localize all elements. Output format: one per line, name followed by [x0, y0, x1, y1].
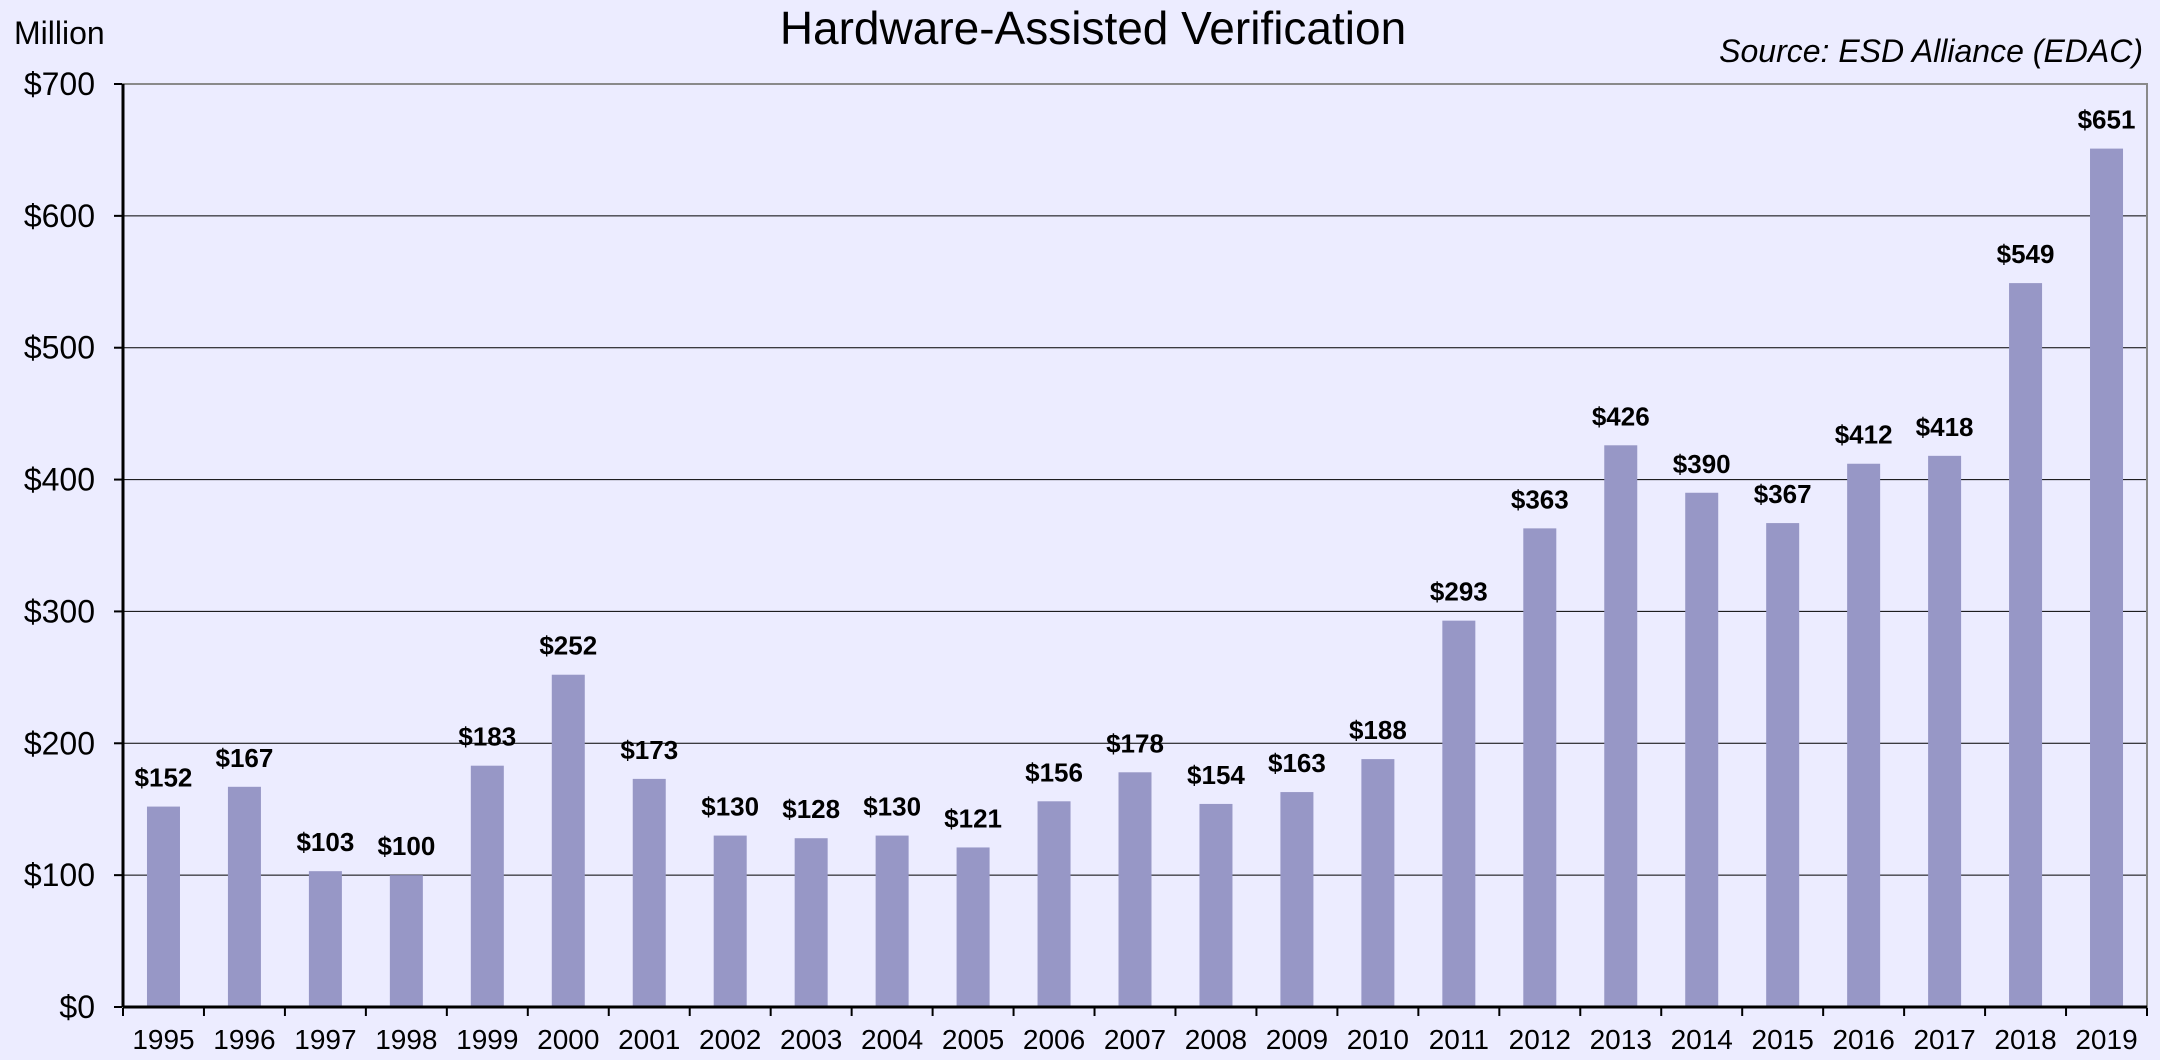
x-tick-label: 2003: [780, 1024, 842, 1055]
x-tick-label: 2002: [699, 1024, 761, 1055]
data-label: $367: [1754, 479, 1812, 509]
bar: [2009, 283, 2043, 1008]
x-tick-label: 2006: [1023, 1024, 1085, 1055]
data-label: $100: [377, 831, 435, 861]
data-label: $188: [1349, 715, 1407, 745]
bar: [713, 835, 747, 1007]
bar: [146, 806, 180, 1007]
bar: [470, 765, 504, 1007]
bar: [1604, 445, 1638, 1007]
bar: [1199, 803, 1233, 1007]
y-tick-label: $400: [24, 462, 95, 498]
x-tick-label: 2019: [2075, 1024, 2137, 1055]
bar: [1523, 528, 1557, 1007]
data-label: $426: [1592, 401, 1650, 431]
data-label: $156: [1025, 757, 1083, 787]
bar: [389, 875, 423, 1007]
y-tick-label: $700: [24, 66, 95, 102]
x-tick-label: 2009: [1266, 1024, 1328, 1055]
bar: [1928, 455, 1962, 1007]
x-tick-label: 2014: [1671, 1024, 1733, 1055]
x-tick-label: 2015: [1752, 1024, 1814, 1055]
x-tick-label: 2004: [861, 1024, 923, 1055]
data-label: $154: [1187, 760, 1245, 790]
data-label: $130: [701, 792, 759, 822]
y-tick-label: $0: [59, 989, 95, 1025]
x-tick-label: 2005: [942, 1024, 1004, 1055]
x-tick-label: 2011: [1429, 1024, 1489, 1055]
y-tick-label: $500: [24, 330, 95, 366]
x-tick-label: 1995: [132, 1024, 194, 1055]
data-label: $252: [539, 631, 597, 661]
data-label: $293: [1430, 577, 1488, 607]
bar: [794, 838, 828, 1007]
chart-title: Hardware-Assisted Verification: [780, 2, 1406, 54]
y-tick-label: $100: [24, 857, 95, 893]
data-label: $128: [782, 794, 840, 824]
bar: [227, 786, 261, 1007]
bar: [308, 871, 342, 1007]
data-label: $130: [863, 792, 921, 822]
x-tick-label: 2016: [1832, 1024, 1894, 1055]
x-tick-label: 1997: [294, 1024, 356, 1055]
y-tick-label: $300: [24, 593, 95, 629]
x-tick-label: 2000: [537, 1024, 599, 1055]
bar: [1361, 759, 1395, 1007]
bar: [956, 847, 990, 1007]
data-label: $103: [296, 827, 354, 857]
bar: [1037, 801, 1071, 1007]
data-label: $418: [1916, 412, 1974, 442]
y-unit-label: Million: [14, 15, 105, 51]
bar: [1118, 772, 1152, 1007]
bar: [551, 674, 585, 1007]
bar: [1280, 792, 1314, 1007]
data-label: $363: [1511, 484, 1569, 514]
bar: [2090, 148, 2124, 1008]
data-label: $651: [2078, 105, 2136, 135]
bar: [1442, 620, 1476, 1007]
bar: [1685, 492, 1719, 1007]
x-tick-label: 2007: [1104, 1024, 1166, 1055]
x-tick-label: 1996: [213, 1024, 275, 1055]
bars: [146, 148, 2124, 1008]
data-label: $412: [1835, 420, 1893, 450]
data-label: $152: [135, 763, 193, 793]
chart-source: Source: ESD Alliance (EDAC): [1719, 33, 2143, 69]
x-tick-label: 2012: [1509, 1024, 1571, 1055]
data-label: $167: [216, 743, 274, 773]
y-tick-label: $200: [24, 725, 95, 761]
x-tick-label: 1998: [375, 1024, 437, 1055]
bar: [875, 835, 909, 1007]
x-tick-label: 1999: [456, 1024, 518, 1055]
data-label: $163: [1268, 748, 1326, 778]
x-tick-label: 2008: [1185, 1024, 1247, 1055]
x-tick-label: 2013: [1590, 1024, 1652, 1055]
axes: $0 $100 $200 $300 $400 $500 $600 $700 1995 1996 19…: [24, 66, 2148, 1055]
bar: [1766, 523, 1800, 1007]
data-label: $549: [1997, 239, 2055, 269]
x-tick-label: 2018: [1994, 1024, 2056, 1055]
data-label: $390: [1673, 449, 1731, 479]
x-tick-label: 2001: [618, 1024, 680, 1055]
data-label: $183: [458, 722, 516, 752]
data-label: $178: [1106, 728, 1164, 758]
bar: [1847, 463, 1881, 1008]
data-labels: $152 $167 $103 $100 $183 $252 $173 $130 $128 $130…: [135, 105, 2136, 862]
y-tick-label: $600: [24, 198, 95, 234]
bar: [632, 778, 666, 1007]
data-label: $173: [620, 735, 678, 765]
x-tick-label: 2010: [1347, 1024, 1409, 1055]
data-label: $121: [944, 803, 1002, 833]
x-tick-label: 2017: [1913, 1024, 1975, 1055]
